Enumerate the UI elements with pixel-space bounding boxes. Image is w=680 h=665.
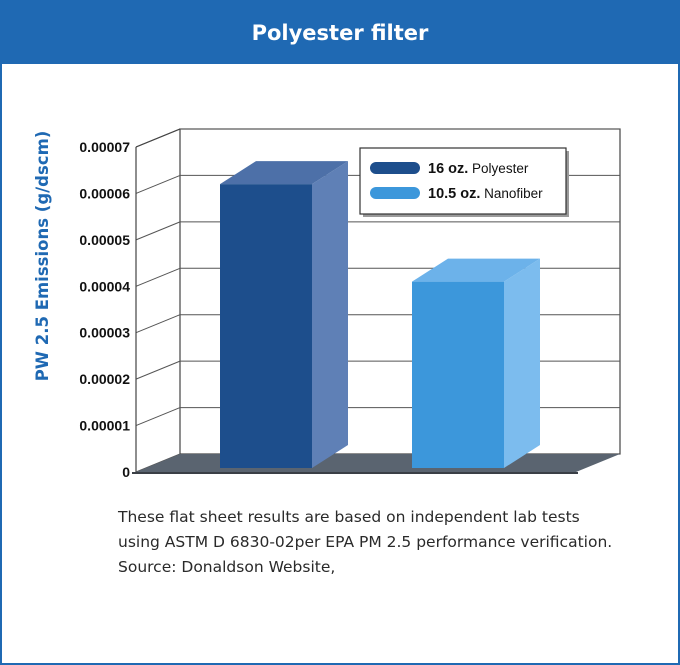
chart-title: Polyester filter [251, 21, 429, 45]
gridline-side [135, 407, 181, 427]
y-tick-label: 0.00003 [79, 325, 130, 341]
bar-top [220, 161, 348, 185]
bar [412, 281, 504, 468]
y-tick-label: 0.00006 [79, 185, 130, 201]
axis-edge [135, 128, 181, 148]
y-tick-label: 0.00005 [79, 232, 130, 248]
chart-floor [136, 454, 620, 472]
y-tick-label: 0 [122, 464, 130, 480]
gridline-side [135, 314, 181, 334]
chart-caption: These flat sheet results are based on in… [118, 505, 618, 580]
gridline-side [135, 221, 181, 241]
gridline-side [135, 174, 181, 194]
bar-top [412, 258, 540, 282]
legend-label: 10.5 oz. Nanofiber [428, 186, 543, 202]
y-axis-label: PW 2.5 Emissions (g/dscm) [33, 131, 52, 382]
bar-chart: 0 0.00001 0.00002 0.00003 0.00004 0.00005 0.00… [33, 128, 621, 480]
bar [220, 184, 312, 468]
floor-edge [132, 472, 578, 474]
bar-side [312, 161, 348, 468]
caption-line-2: using ASTM D 6830-02per EPA PM 2.5 perfo… [118, 533, 613, 551]
card-header: Polyester filter [2, 2, 678, 64]
caption-line-1: These flat sheet results are based on in… [118, 508, 580, 526]
y-tick-label: 0.00004 [79, 278, 130, 294]
y-tick-label: 0.00001 [79, 418, 130, 434]
y-tick-label: 0.00007 [79, 139, 130, 155]
gridline-side [135, 360, 181, 380]
legend-swatch [370, 162, 420, 174]
legend-swatch [370, 187, 420, 199]
y-tick-label: 0.00002 [79, 371, 130, 387]
caption-line-3: Source: Donaldson Website, [118, 558, 336, 576]
bar-side [504, 258, 540, 468]
legend [359, 147, 567, 215]
gridline-side [135, 267, 181, 287]
legend-label: 16 oz. Polyester [428, 161, 529, 177]
